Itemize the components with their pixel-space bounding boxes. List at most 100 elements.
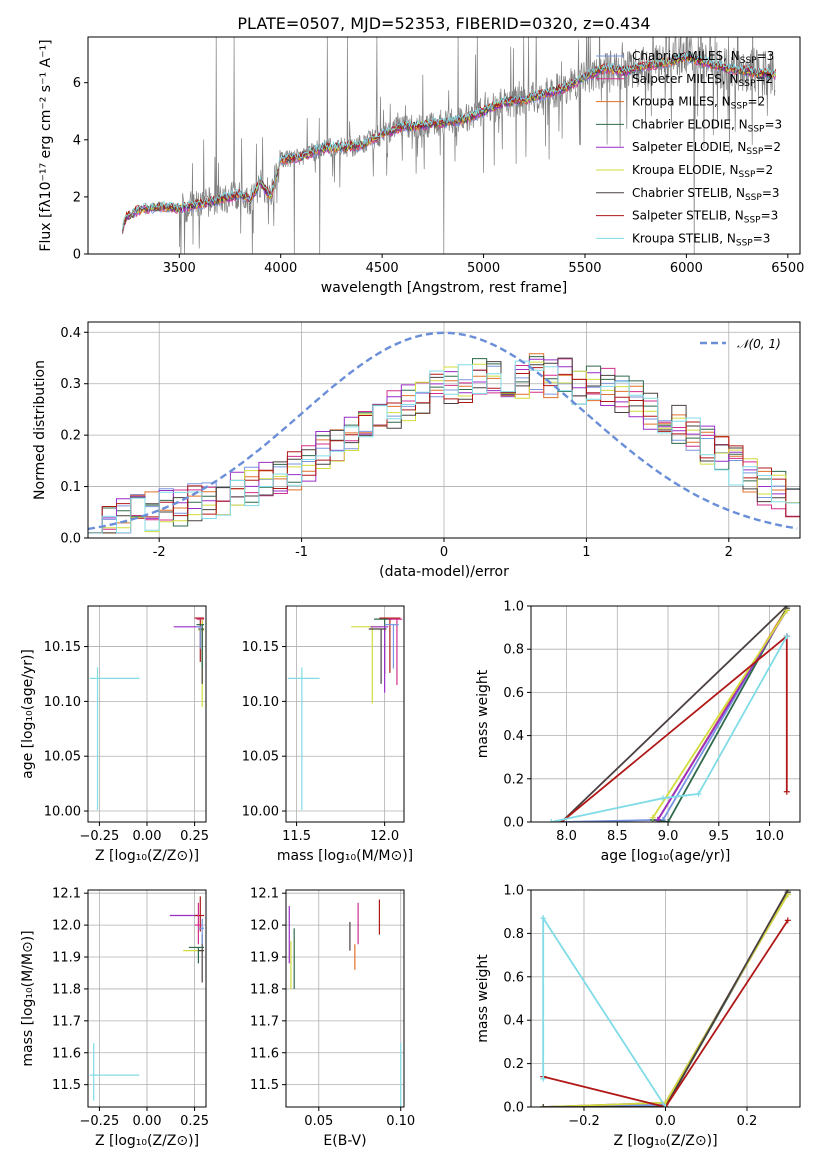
- y-tick-label: 6: [73, 76, 81, 91]
- plot-area: [89, 896, 205, 1101]
- y-tick-label: 0.8: [503, 927, 524, 942]
- y-axis-label: Normed distribution: [32, 360, 48, 500]
- x-axis-label: Z [log₁₀(Z/Z⊙)]: [95, 1133, 199, 1149]
- weight-series-line: [543, 890, 789, 1107]
- y-tick-label: 0.3: [60, 377, 81, 392]
- axes-frame: [285, 889, 405, 1108]
- x-tick-label: 0.2: [737, 1114, 758, 1129]
- y-tick-label: 11.6: [250, 1046, 279, 1061]
- data-point: [287, 667, 320, 810]
- x-tick-label: 0.00: [133, 1114, 162, 1129]
- weight-point-marker: [784, 890, 791, 893]
- x-tick-label: 5000: [467, 261, 500, 276]
- x-axis-label: wavelength [Angstrom, rest frame]: [321, 280, 567, 296]
- weight-point-marker: [662, 1104, 669, 1107]
- data-point: [198, 628, 205, 684]
- y-tick-label: 11.7: [52, 1014, 81, 1029]
- weight-series-line: [542, 915, 667, 1107]
- weight-series-line: [551, 635, 788, 822]
- model-spectrum-line: [122, 52, 776, 230]
- x-tick-label: 9.0: [658, 829, 679, 844]
- x-tick-label: -1: [295, 545, 308, 560]
- axes-frame: [285, 605, 405, 823]
- y-tick-label: 11.8: [250, 982, 279, 997]
- plot-area: [122, 37, 777, 254]
- data-point: [368, 628, 387, 684]
- y-tick-label: 0.0: [60, 532, 81, 547]
- weight-point-marker: [695, 790, 702, 797]
- x-tick-label: 8.0: [556, 829, 577, 844]
- x-axis-label: Z [log₁₀(Z/Z⊙)]: [95, 848, 199, 864]
- y-axis-label: Flux [fλ10⁻¹⁷ erg cm⁻² s⁻¹ A⁻¹]: [38, 39, 54, 251]
- y-tick-label: 11.9: [52, 951, 81, 966]
- x-tick-label: 12.0: [370, 829, 399, 844]
- x-tick-label: 0.05: [304, 1114, 333, 1129]
- legend-entry: Salpeter STELIB, NSSP=3: [632, 209, 778, 226]
- weight-point-marker: [659, 795, 666, 802]
- figure-title: PLATE=0507, MJD=52353, FIBERID=0320, z=0…: [237, 14, 650, 33]
- y-tick-label: 11.5: [52, 1078, 81, 1093]
- y-tick-label: 10.10: [44, 695, 81, 710]
- x-tick-label: 11.5: [282, 829, 311, 844]
- x-tick-label: 6000: [670, 261, 703, 276]
- legend-entry: Chabrier STELIB, NSSP=3: [632, 186, 780, 203]
- legend-entry: 𝒩(0, 1): [737, 337, 781, 351]
- y-tick-label: 0.4: [60, 326, 81, 341]
- chart-Z-weight: −0.2 0.0 0.2 0.0 0.2 0.4 0.6 0.8 1.0 Z [log₁₀(Z/Z…: [475, 884, 801, 1149]
- x-tick-label: 6500: [771, 261, 804, 276]
- weight-point-marker: [548, 819, 555, 822]
- plot-area: [548, 606, 790, 822]
- y-axis-label: age [log₁₀(age/yr)]: [20, 649, 36, 779]
- y-tick-label: 0.0: [503, 1101, 524, 1116]
- data-point: [198, 918, 205, 945]
- y-tick-label: 0.2: [60, 429, 81, 444]
- x-tick-label: −0.25: [79, 829, 119, 844]
- data-point: [370, 626, 389, 693]
- data-point: [89, 1043, 140, 1101]
- plot-area: [89, 617, 205, 810]
- y-tick-label: 0.6: [503, 970, 524, 985]
- y-tick-label: 10.00: [242, 805, 279, 820]
- weight-point-marker: [783, 788, 790, 795]
- chart-spectrum: 3500 4000 4500 5000 5500 6000 6500 0 2 4 6 waveleng…: [38, 36, 804, 296]
- weight-point-marker: [784, 917, 791, 924]
- x-axis-label: (data-model)/error: [379, 564, 509, 580]
- axes-frame: [87, 36, 801, 255]
- data-point: [188, 946, 205, 964]
- x-tick-label: 5500: [568, 261, 601, 276]
- legend-entry: Salpeter MILES, NSSP=2: [632, 72, 773, 89]
- plot-area: [540, 890, 791, 1107]
- data-point: [351, 626, 382, 704]
- y-tick-label: 10.05: [242, 750, 279, 765]
- axes-frame: [87, 321, 801, 539]
- data-point: [198, 619, 205, 707]
- y-tick-label: 0.8: [503, 643, 524, 658]
- y-tick-label: 1.0: [503, 884, 524, 899]
- weight-series-line: [652, 609, 788, 819]
- weight-series-line: [560, 606, 788, 822]
- y-tick-label: 0.0: [503, 816, 524, 831]
- x-axis-label: mass [log₁₀(M/M⊙)]: [277, 848, 413, 864]
- y-tick-label: 1.0: [503, 600, 524, 615]
- x-tick-label: −0.2: [568, 1114, 600, 1129]
- x-tick-label: 0.00: [133, 829, 162, 844]
- plot-area: [288, 899, 402, 1107]
- x-axis-label: E(B-V): [323, 1133, 366, 1149]
- histogram-step-line: [88, 360, 800, 534]
- x-tick-label: -2: [153, 545, 166, 560]
- data-point: [89, 667, 140, 810]
- x-tick-label: 4500: [366, 261, 399, 276]
- legend: Chabrier MILES, NSSP=3 Salpeter MILES, NS…: [596, 49, 782, 248]
- chart-mass-age: 11.5 12.0 10.00 10.05 10.10 10.15 mass [log₁₀(…: [242, 605, 413, 864]
- x-tick-label: 1: [582, 545, 590, 560]
- normal-reference-curve: [88, 331, 798, 531]
- y-tick-label: 0.4: [503, 729, 524, 744]
- y-tick-label: 0.6: [503, 686, 524, 701]
- legend-entry: Kroupa STELIB, NSSP=3: [632, 231, 770, 248]
- weight-point-marker: [665, 819, 672, 822]
- y-tick-label: 11.8: [52, 982, 81, 997]
- legend-entry: Kroupa ELODIE, NSSP=2: [632, 163, 773, 180]
- x-tick-label: 0.10: [386, 1114, 415, 1129]
- y-tick-label: 10.10: [242, 695, 279, 710]
- y-tick-label: 12.0: [250, 919, 279, 934]
